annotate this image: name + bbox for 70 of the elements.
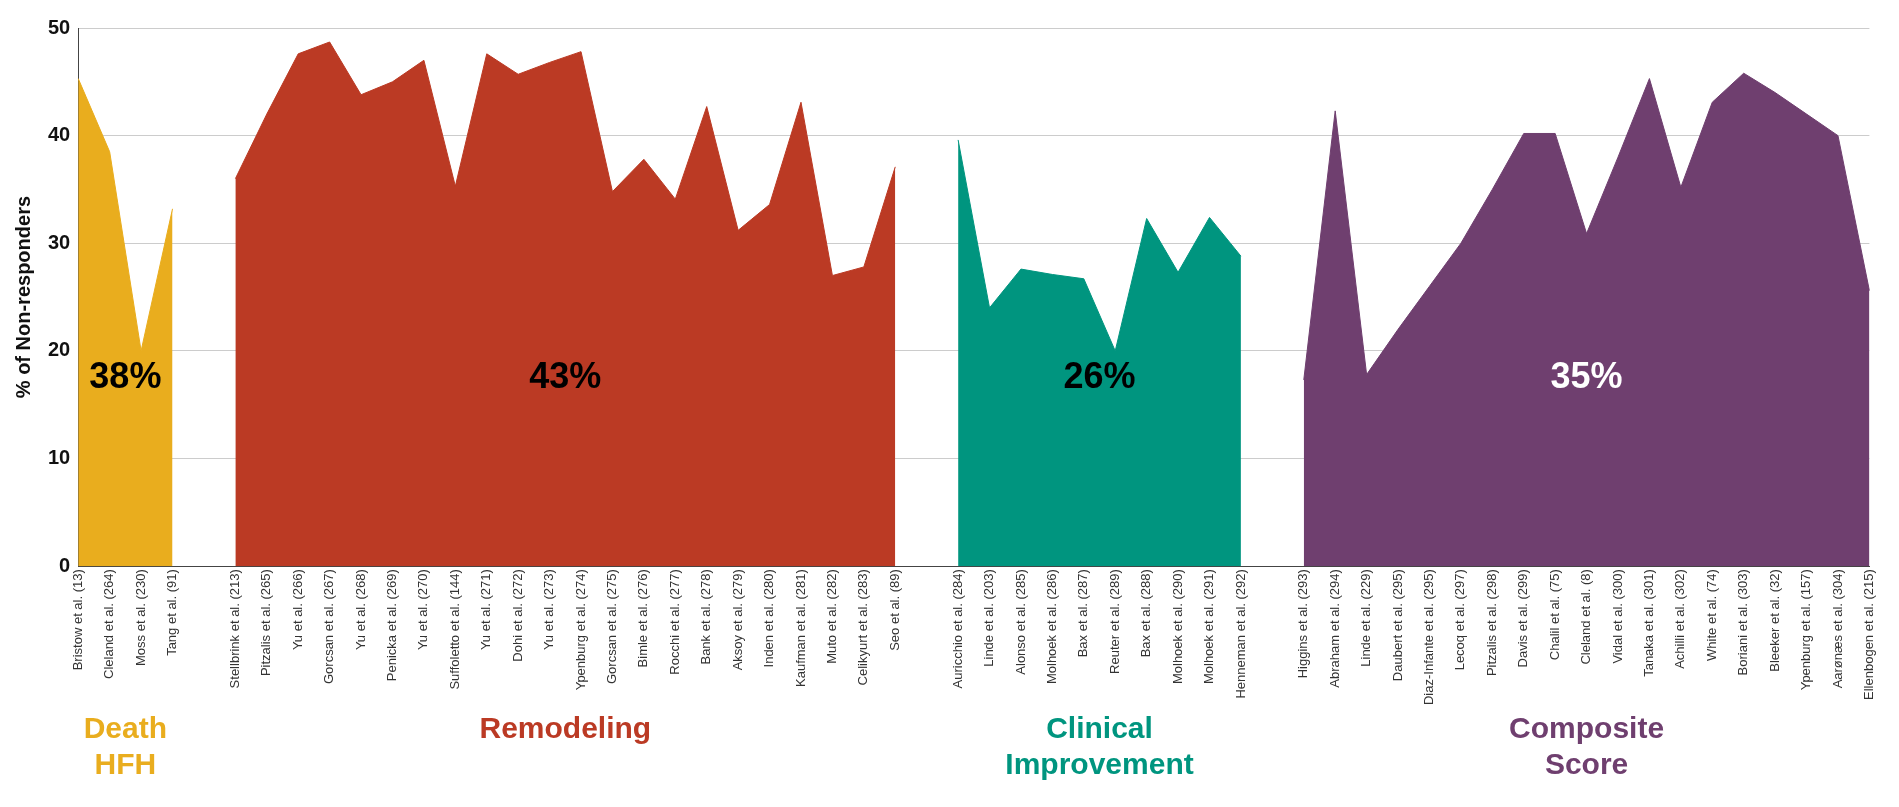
x-tick-label: Bimle et al. (276)	[635, 569, 651, 668]
x-tick-label: Seo et al. (89)	[886, 569, 902, 651]
x-tick-label: Molhoek et al. (291)	[1201, 569, 1217, 685]
x-tick-label: Celikyurt et al. (283)	[855, 569, 871, 686]
x-tick-label: Penicka et al. (269)	[384, 569, 400, 682]
x-tick-label: Yu et al. (270)	[415, 569, 431, 651]
x-tick-label: Boriani et al. (303)	[1735, 569, 1751, 676]
text: Remodeling	[479, 711, 652, 745]
x-tick-label: Molhoek et al. (290)	[1169, 569, 1185, 685]
x-tick-label: Pitzalis et al. (298)	[1483, 569, 1499, 677]
x-tick-label: Vidal et al. (300)	[1609, 569, 1625, 664]
x-tick-label: Yu et al. (273)	[541, 569, 557, 651]
x-tick-label: Cleland et al. (8)	[1578, 569, 1594, 665]
x-tick-label: Yu et al. (271)	[478, 569, 494, 651]
x-tick-label: Henneman et al. (292)	[1232, 569, 1248, 699]
x-tick-label: Cleland et al. (264)	[101, 569, 117, 679]
x-tick-label: Inden et al. (280)	[761, 569, 777, 668]
y-tick-label: 30	[48, 230, 71, 253]
x-tick-label: Higgins et al. (293)	[1295, 569, 1311, 679]
x-tick-label: Linde et al. (203)	[981, 569, 997, 667]
x-tick-label: Stellbrink et al. (213)	[226, 569, 242, 689]
annotation: 35%	[1550, 354, 1623, 396]
x-tick-label: Suffoletto et al. (144)	[446, 569, 462, 690]
x-tick-label: Ypenburg et al. (274)	[572, 569, 588, 691]
x-tick-label: Aksoy et al. (279)	[729, 569, 745, 671]
text: Clinical Improvement	[1005, 711, 1194, 781]
x-tick-label: Yu et al. (266)	[289, 569, 305, 651]
x-tick-label: Molhoek et al. (286)	[1043, 569, 1059, 685]
annotation: 26%	[1063, 354, 1136, 396]
x-tick-label: Bleeker et al. (32)	[1766, 569, 1782, 672]
x-tick-label: Chalil et al. (75)	[1546, 569, 1562, 661]
x-tick-label: Tanaka et al. (301)	[1641, 569, 1657, 677]
x-tick-label: Davis et al. (299)	[1515, 569, 1531, 668]
x-tick-label: Kaufman et al. (281)	[792, 569, 808, 687]
x-tick-label: Bax et al. (288)	[1138, 569, 1154, 658]
x-tick-label: Tang et al. (91)	[164, 569, 180, 656]
x-tick-label: Gorcsan et al. (267)	[321, 569, 337, 685]
x-tick-label: Gorcsan et al. (275)	[604, 569, 620, 685]
x-tick-label: White et al. (74)	[1703, 569, 1719, 661]
y-tick-label: 10	[48, 446, 71, 469]
x-tick-label: Abraham et al. (294)	[1326, 569, 1342, 688]
x-tick-label: Diaz-Infante et al. (295)	[1421, 569, 1437, 706]
x-tick-label: Auricchio et al. (284)	[949, 569, 965, 689]
x-tick-label: Moss et al. (230)	[132, 569, 148, 666]
x-tick-label: Daubert et al. (295)	[1389, 569, 1405, 682]
x-tick-label: Yu et al. (268)	[352, 569, 368, 651]
x-tick-label: Rocchi et al. (277)	[666, 569, 682, 675]
x-tick-label: Achilli et al. (302)	[1672, 569, 1688, 669]
x-tick-label: Bank et al. (278)	[698, 569, 714, 665]
x-tick-label: Bristow et al. (13)	[69, 569, 85, 671]
y-axis-title: % of Non-responders	[11, 195, 34, 399]
x-tick-label: Ellenbogen et al. (215)	[1860, 569, 1876, 700]
y-tick-label: 50	[48, 15, 71, 38]
x-tick-label: Pitzalis et al. (265)	[258, 569, 274, 677]
x-tick-label: Alonso et al. (285)	[1012, 569, 1028, 675]
x-tick-label: Linde et al. (229)	[1358, 569, 1374, 667]
y-tick-label: 40	[48, 123, 71, 146]
x-tick-label: Ypenburg et al. (157)	[1798, 569, 1814, 691]
text: Composite Score	[1509, 711, 1665, 781]
x-tick-label: Lecoq et al. (297)	[1452, 569, 1468, 671]
x-tick-label: Bax et al. (287)	[1075, 569, 1091, 658]
annotation: 38%	[89, 354, 162, 396]
x-tick-label: Dohi et al. (272)	[509, 569, 525, 662]
x-tick-label: Aarønæs et al. (304)	[1829, 569, 1845, 689]
x-tick-label: Reuter et al. (289)	[1106, 569, 1122, 674]
annotation: 43%	[529, 354, 602, 396]
y-tick-label: 20	[48, 338, 71, 361]
y-tick-label: 0	[59, 553, 71, 576]
x-tick-label: Muto et al. (282)	[823, 569, 839, 664]
text: Death HFH	[83, 711, 168, 781]
